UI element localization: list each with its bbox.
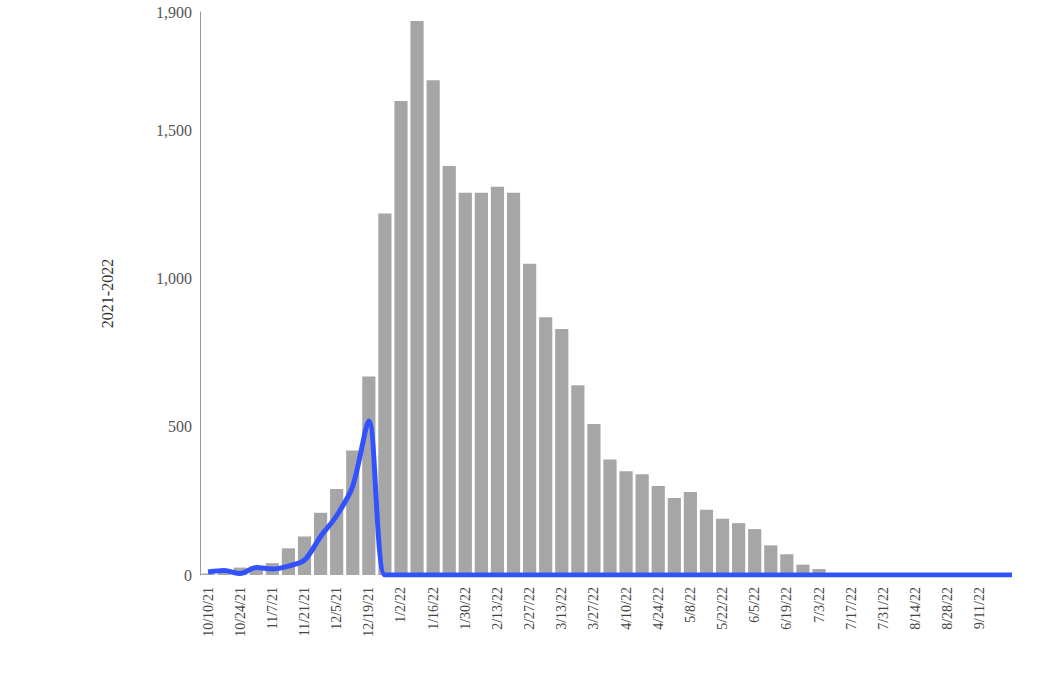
svg-text:8/28/22: 8/28/22: [940, 587, 955, 630]
svg-text:1,500: 1,500: [156, 122, 192, 139]
svg-text:7/31/22: 7/31/22: [876, 587, 891, 630]
svg-text:9/11/22: 9/11/22: [972, 587, 987, 629]
svg-text:3/27/22: 3/27/22: [586, 587, 601, 630]
svg-text:7/3/22: 7/3/22: [812, 587, 827, 623]
svg-text:1,000: 1,000: [156, 270, 192, 287]
svg-text:2021-2022: 2021-2022: [99, 259, 116, 328]
svg-text:4/10/22: 4/10/22: [619, 587, 634, 630]
svg-text:6/19/22: 6/19/22: [779, 587, 794, 630]
svg-text:12/19/21: 12/19/21: [361, 587, 376, 637]
svg-text:11/21/21: 11/21/21: [297, 587, 312, 636]
svg-text:5/22/22: 5/22/22: [715, 587, 730, 630]
svg-text:3/13/22: 3/13/22: [554, 587, 569, 630]
svg-text:2/13/22: 2/13/22: [490, 587, 505, 630]
svg-text:0: 0: [184, 567, 192, 584]
svg-text:7/17/22: 7/17/22: [844, 587, 859, 630]
svg-text:1/2/22: 1/2/22: [393, 587, 408, 623]
svg-text:5/8/22: 5/8/22: [683, 587, 698, 623]
svg-text:1,900: 1,900: [156, 4, 192, 21]
svg-text:1/16/22: 1/16/22: [426, 587, 441, 630]
svg-text:2/27/22: 2/27/22: [522, 587, 537, 630]
svg-text:1/30/22: 1/30/22: [458, 587, 473, 630]
svg-text:10/10/21: 10/10/21: [201, 587, 216, 637]
svg-text:4/24/22: 4/24/22: [651, 587, 666, 630]
svg-text:8/14/22: 8/14/22: [908, 587, 923, 630]
svg-text:10/24/21: 10/24/21: [233, 587, 248, 637]
svg-text:12/5/21: 12/5/21: [329, 587, 344, 630]
svg-text:500: 500: [168, 418, 192, 435]
svg-text:6/5/22: 6/5/22: [747, 587, 762, 623]
svg-text:11/7/21: 11/7/21: [265, 587, 280, 629]
